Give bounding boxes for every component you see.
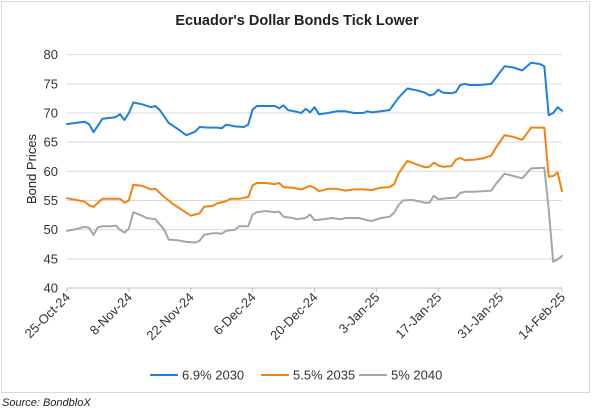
series-line-2 <box>66 126 563 217</box>
chart-title: Ecuador's Dollar Bonds Tick Lower <box>175 13 419 29</box>
y-tick-label: 45 <box>44 251 58 266</box>
x-tick-label: 22-Nov-24 <box>143 290 197 344</box>
x-tick-label: 8-Nov-24 <box>87 290 135 338</box>
source-note: Source: BondbloX <box>2 397 91 409</box>
x-tick-label: 31-Jan-25 <box>454 290 506 342</box>
y-tick-label: 65 <box>44 135 58 150</box>
x-tick-label: 17-Jan-25 <box>392 290 444 342</box>
legend-label: 6.9% 2030 <box>182 368 244 383</box>
y-axis-label: Bond Prices <box>24 133 39 204</box>
y-tick-label: 75 <box>44 76 58 91</box>
x-tick-label: 25-Oct-24 <box>22 290 73 341</box>
y-tick-label: 40 <box>44 281 58 296</box>
legend-label: 5% 2040 <box>391 368 442 383</box>
series-lines <box>66 61 563 263</box>
x-tick-label: 3-Jan-25 <box>336 290 383 337</box>
x-tick-label: 20-Dec-24 <box>267 290 321 344</box>
legend-label: 5.5% 2035 <box>293 368 355 383</box>
y-tick-label: 60 <box>44 164 58 179</box>
x-tick-label: 6-Dec-24 <box>210 290 258 338</box>
x-tick-label: 14-Feb-25 <box>515 290 568 343</box>
y-tick-label: 80 <box>44 47 58 62</box>
y-tick-label: 50 <box>44 222 58 237</box>
gridlines <box>67 54 562 289</box>
y-tick-label: 55 <box>44 193 58 208</box>
series-line-1 <box>66 61 563 137</box>
axes: 40 45 50 55 60 65 70 75 80 25-Oct-24 8-Nov-24 22-No… <box>22 47 568 343</box>
legend: 6.9% 2030 5.5% 2035 5% 2040 <box>150 368 442 383</box>
series-line-3 <box>66 166 563 263</box>
chart-frame <box>1 1 590 393</box>
y-tick-label: 70 <box>44 106 58 121</box>
